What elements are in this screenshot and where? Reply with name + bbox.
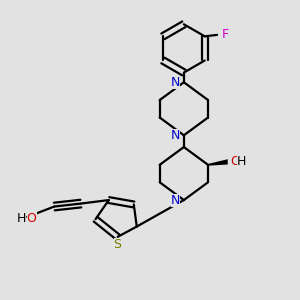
Text: H: H: [17, 212, 26, 225]
Text: S: S: [114, 238, 122, 251]
Text: N: N: [171, 194, 180, 207]
Text: H: H: [237, 155, 246, 168]
Text: N: N: [171, 129, 180, 142]
Text: F: F: [222, 28, 229, 41]
Polygon shape: [208, 159, 228, 166]
Text: O: O: [231, 155, 241, 168]
Text: N: N: [171, 76, 180, 89]
Text: O: O: [27, 212, 37, 225]
